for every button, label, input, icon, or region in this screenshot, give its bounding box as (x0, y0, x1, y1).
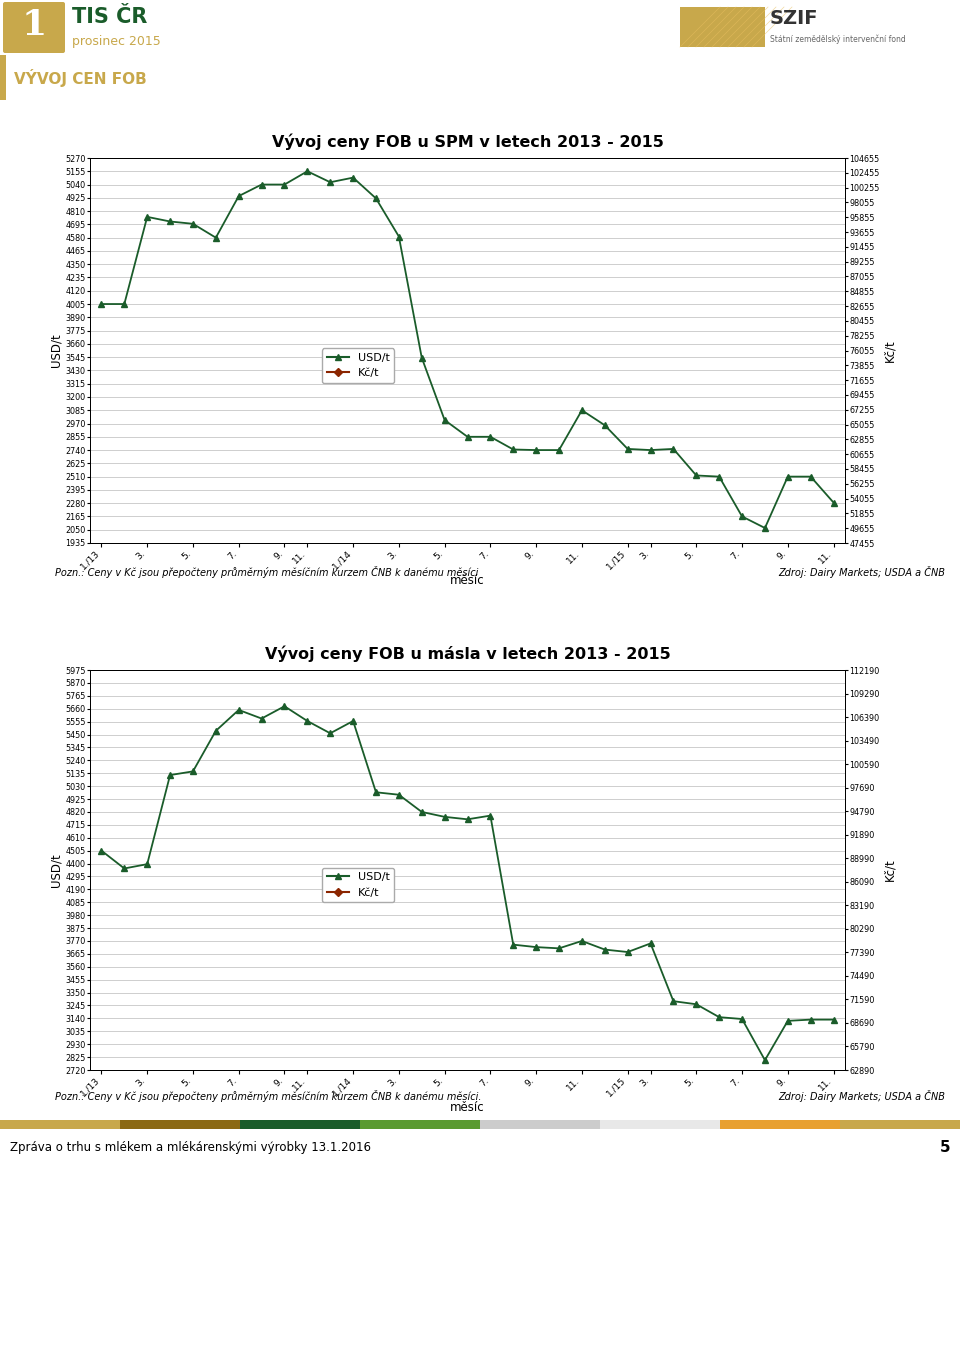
Text: Pozn.: Ceny v Kč jsou přepočteny průměrným měsíčním kurzem ČNB k danému měsíci.: Pozn.: Ceny v Kč jsou přepočteny průměrn… (55, 1091, 482, 1101)
Bar (240, 1121, 360, 1129)
Title: Vývoj ceny FOB u SPM v letech 2013 - 2015: Vývoj ceny FOB u SPM v letech 2013 - 201… (272, 133, 663, 149)
Text: VÝVOJ CEN FOB: VÝVOJ CEN FOB (14, 68, 147, 88)
Bar (680, 7, 765, 47)
Bar (840, 1121, 960, 1129)
Text: Zpráva o trhu s mlékem a mlékárenskými výrobky 13.1.2016: Zpráva o trhu s mlékem a mlékárenskými v… (10, 1141, 371, 1155)
Text: Zdroj: Dairy Markets; USDA a ČNB: Zdroj: Dairy Markets; USDA a ČNB (778, 1091, 945, 1101)
Text: 1: 1 (21, 8, 47, 42)
Bar (480, 1121, 600, 1129)
Y-axis label: USD/t: USD/t (50, 854, 62, 886)
Bar (600, 1121, 720, 1129)
Text: SZIF: SZIF (770, 10, 819, 29)
FancyBboxPatch shape (3, 1, 65, 53)
Text: Zdroj: Dairy Markets; USDA a ČNB: Zdroj: Dairy Markets; USDA a ČNB (778, 566, 945, 578)
Title: Vývoj ceny FOB u másla v letech 2013 - 2015: Vývoj ceny FOB u másla v letech 2013 - 2… (265, 645, 670, 662)
Bar (360, 1121, 480, 1129)
X-axis label: měsíc: měsíc (450, 1101, 485, 1114)
Text: prosinec 2015: prosinec 2015 (72, 34, 160, 48)
Legend: USD/t, Kč/t: USD/t, Kč/t (322, 867, 394, 901)
Bar (120, 1121, 240, 1129)
Bar (0, 55, 6, 100)
Bar (720, 1121, 840, 1129)
Text: TIS ČR: TIS ČR (72, 7, 148, 27)
Y-axis label: USD/t: USD/t (50, 334, 62, 367)
Legend: USD/t, Kč/t: USD/t, Kč/t (322, 348, 394, 382)
X-axis label: měsíc: měsíc (450, 574, 485, 588)
Y-axis label: Kč/t: Kč/t (884, 859, 897, 881)
Y-axis label: Kč/t: Kč/t (884, 340, 897, 362)
Text: 5: 5 (940, 1140, 950, 1155)
Bar (0, 1121, 120, 1129)
Text: Státní zemědělský intervenční fond: Státní zemědělský intervenční fond (770, 34, 905, 44)
Text: Pozn.: Ceny v Kč jsou přepočteny průměrným měsíčním kurzem ČNB k danému měsíci: Pozn.: Ceny v Kč jsou přepočteny průměrn… (55, 566, 478, 578)
